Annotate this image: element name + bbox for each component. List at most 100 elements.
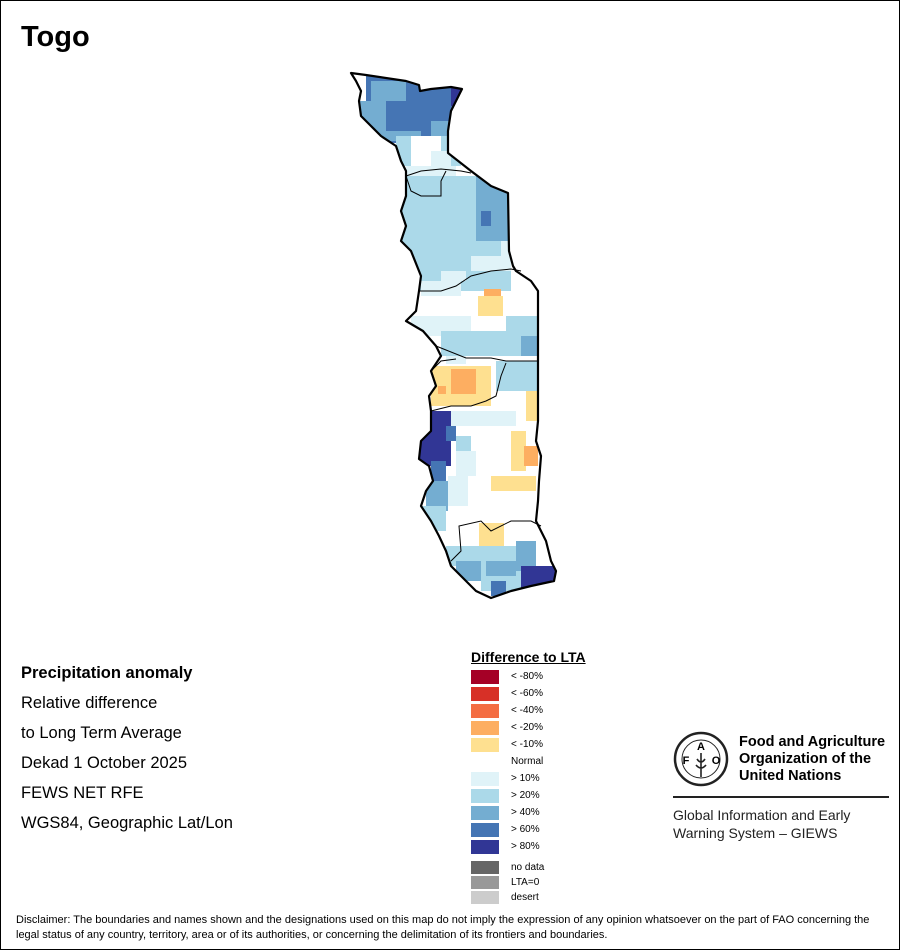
- legend-item: > 40%: [471, 804, 586, 821]
- anomaly-cell: [456, 96, 466, 126]
- legend-label: > 80%: [511, 841, 540, 852]
- legend-swatch: [471, 686, 499, 701]
- legend-item: > 80%: [471, 838, 586, 855]
- map-title: Togo: [21, 21, 90, 53]
- anomaly-cell: [448, 476, 468, 506]
- giews-line: Global Information and Early: [673, 807, 851, 823]
- svg-text:F: F: [683, 755, 690, 767]
- legend-swatch: [471, 703, 499, 718]
- anomaly-cell: [491, 476, 536, 491]
- legend-label: > 10%: [511, 773, 540, 784]
- disclaimer: Disclaimer: The boundaries and names sho…: [16, 914, 870, 941]
- legend-swatch: [471, 839, 499, 854]
- anomaly-cell: [481, 211, 491, 226]
- anomaly-cell: [456, 451, 476, 476]
- anomaly-cell: [484, 289, 501, 297]
- anomaly-raster: [351, 73, 556, 598]
- legend-item: < -20%: [471, 719, 586, 736]
- legend-label: desert: [511, 892, 539, 903]
- legend-item: no data: [471, 860, 586, 875]
- svg-text:A: A: [697, 741, 705, 753]
- region-boundaries: [405, 168, 542, 562]
- legend-label: < -20%: [511, 722, 543, 733]
- legend-item: LTA=0: [471, 875, 586, 890]
- info-line: to Long Term Average: [21, 724, 182, 742]
- info-line: FEWS NET RFE: [21, 784, 144, 802]
- legend: Difference to LTA < -80% < -60% < -40% < -2…: [471, 649, 586, 905]
- anomaly-cell: [438, 386, 446, 394]
- togo-precipitation-map: [349, 71, 558, 600]
- anomaly-cell: [496, 361, 541, 391]
- anomaly-cell: [446, 426, 456, 441]
- legend-swatch: [471, 737, 499, 752]
- anomaly-cell: [441, 271, 466, 281]
- legend-swatch: [471, 720, 499, 735]
- legend-label: < -40%: [511, 705, 543, 716]
- anomaly-cell: [476, 176, 516, 241]
- legend-item: > 10%: [471, 770, 586, 787]
- legend-item: < -60%: [471, 685, 586, 702]
- anomaly-cell: [511, 431, 526, 471]
- anomaly-cell: [521, 336, 541, 356]
- giews-line: Warning System – GIEWS: [673, 825, 838, 841]
- info-line: Dekad 1 October 2025: [21, 754, 188, 772]
- anomaly-cell: [479, 523, 504, 548]
- anomaly-cell: [446, 356, 466, 364]
- legend-label: < -60%: [511, 688, 543, 699]
- fao-giews-logo: A F O Food and Agriculture Organization …: [673, 731, 889, 842]
- legend-swatch: [471, 876, 499, 889]
- fao-name-line: Food and Agriculture: [739, 733, 886, 750]
- anomaly-cell: [416, 411, 451, 466]
- legend-label: LTA=0: [511, 877, 540, 888]
- anomaly-cell: [476, 411, 516, 426]
- anomaly-cell: [421, 281, 461, 296]
- legend-label: < -10%: [511, 739, 543, 750]
- anomaly-cell: [524, 446, 538, 466]
- anomaly-cell: [391, 81, 406, 101]
- legend-item: Normal: [471, 753, 586, 770]
- legend-label: Normal: [511, 756, 544, 767]
- legend-item: > 20%: [471, 787, 586, 804]
- legend-swatch: [471, 669, 499, 684]
- legend-item: < -80%: [471, 668, 586, 685]
- anomaly-cell: [451, 411, 481, 426]
- anomaly-cell: [526, 391, 538, 421]
- info-heading: Precipitation anomaly: [21, 664, 193, 682]
- legend-swatch: [471, 788, 499, 803]
- logo-divider: [673, 796, 889, 798]
- legend-label: < -80%: [511, 671, 543, 682]
- anomaly-cell: [431, 461, 446, 486]
- legend-item: < -40%: [471, 702, 586, 719]
- svg-text:O: O: [712, 755, 721, 767]
- fao-emblem-icon: A F O: [673, 731, 729, 787]
- legend-swatch: [471, 861, 499, 874]
- legend-swatch: [471, 754, 499, 769]
- anomaly-cell: [456, 561, 481, 581]
- legend-label: > 20%: [511, 790, 540, 801]
- anomaly-cell: [486, 561, 516, 576]
- country-border: [349, 71, 558, 600]
- anomaly-cell: [371, 81, 391, 101]
- legend-label: no data: [511, 862, 545, 873]
- anomaly-cell: [456, 436, 471, 451]
- legend-swatch: [471, 822, 499, 837]
- legend-item: < -10%: [471, 736, 586, 753]
- anomaly-cell: [431, 151, 451, 171]
- legend-item: desert: [471, 890, 586, 905]
- legend-label: > 40%: [511, 807, 540, 818]
- info-line: Relative difference: [21, 694, 158, 712]
- anomaly-cell: [471, 256, 511, 271]
- legend-swatch: [471, 891, 499, 904]
- info-line: WGS84, Geographic Lat/Lon: [21, 814, 233, 832]
- fao-name-line: Organization of the: [739, 750, 872, 767]
- legend-swatch: [471, 771, 499, 786]
- anomaly-cell: [451, 369, 476, 394]
- map-info: Precipitation anomaly Relative differenc…: [21, 658, 233, 838]
- legend-title: Difference to LTA: [471, 649, 586, 665]
- anomaly-cell: [426, 481, 448, 511]
- fao-name-line: United Nations: [739, 767, 842, 784]
- legend-item: > 60%: [471, 821, 586, 838]
- anomaly-cell: [516, 541, 536, 571]
- legend-swatch: [471, 805, 499, 820]
